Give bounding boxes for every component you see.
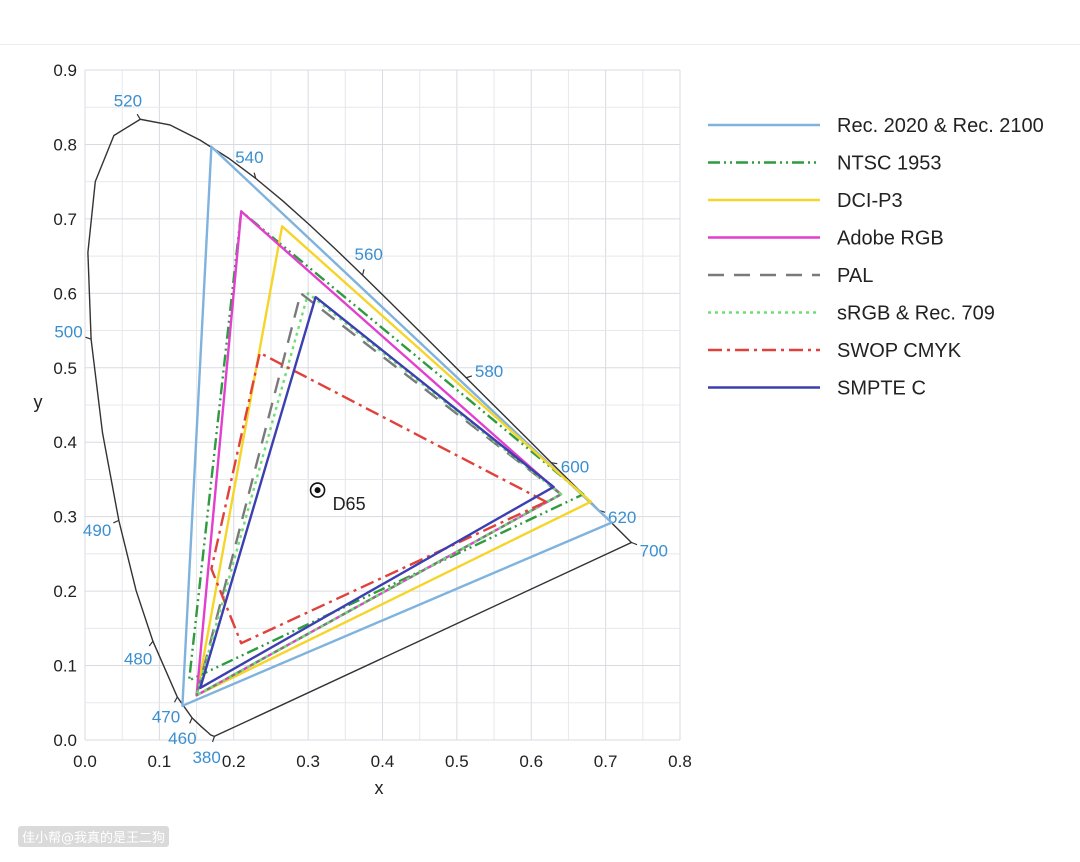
y-tick-label: 0.3 <box>53 508 77 527</box>
wavelength-tick <box>148 640 154 647</box>
legend-label: Adobe RGB <box>837 228 944 250</box>
gamut-dci-p3 <box>195 225 592 697</box>
wavelength-label: 560 <box>355 245 383 264</box>
y-tick-label: 0.2 <box>53 582 77 601</box>
y-tick-label: 0.7 <box>53 210 77 229</box>
y-tick-label: 0.1 <box>53 657 77 676</box>
wavelength-label: 520 <box>114 91 142 110</box>
legend-label: SMPTE C <box>837 378 926 400</box>
x-tick-label: 0.1 <box>148 752 172 771</box>
white-point: D65 <box>309 482 366 514</box>
x-tick-label: 0.0 <box>73 752 97 771</box>
wavelength-tick <box>173 696 178 703</box>
wavelength-label: 500 <box>54 323 82 342</box>
gamut-srgb-rec-709 <box>195 292 563 697</box>
x-tick-label: 0.7 <box>594 752 618 771</box>
axes: 0.0 0.1 0.2 0.3 0.4 0.5 0.6 0.7 0.8 0.0 0.1 0.2 0.3 0… <box>53 61 691 771</box>
watermark: 佳小帮@我真的是王二狗 <box>18 826 170 847</box>
y-tick-label: 0.6 <box>53 284 77 303</box>
wavelength-tick <box>631 541 638 546</box>
y-tick-label: 0.8 <box>53 135 77 154</box>
x-tick-label: 0.6 <box>519 752 543 771</box>
wavelength-label: 470 <box>152 707 180 726</box>
y-axis-label: y <box>34 392 43 412</box>
wavelength-tick <box>465 375 473 379</box>
wavelength-label: 620 <box>608 508 636 527</box>
grid <box>84 69 681 741</box>
spectral-locus-curve <box>87 118 633 738</box>
wavelength-tick <box>136 113 141 120</box>
gamut-adobe-rgb <box>195 210 563 697</box>
y-tick-label: 0.5 <box>53 359 77 378</box>
white-point-dot <box>314 487 321 494</box>
wavelength-tick <box>211 736 216 743</box>
wavelength-label: 380 <box>192 748 220 767</box>
x-tick-label: 0.4 <box>371 752 395 771</box>
x-tick-label: 0.2 <box>222 752 246 771</box>
wavelength-label: 580 <box>475 362 503 381</box>
gamut-ntsc-1953 <box>187 210 585 682</box>
gamut-series <box>181 145 613 707</box>
legend-label: Rec. 2020 & Rec. 2100 <box>837 115 1044 137</box>
wavelength-tick <box>361 269 365 276</box>
wavelength-label: 600 <box>561 457 589 476</box>
legend-label: sRGB & Rec. 709 <box>837 303 995 325</box>
y-tick-label: 0.0 <box>53 731 77 750</box>
gamut-rec-2020-rec-2100 <box>181 145 613 707</box>
wavelength-tick <box>85 336 92 340</box>
legend-label: SWOP CMYK <box>837 340 962 362</box>
wavelength-label: 540 <box>235 148 263 167</box>
wavelength-tick <box>113 519 120 524</box>
x-axis-label: x <box>375 778 384 798</box>
legend-label: PAL <box>837 265 873 287</box>
x-tick-label: 0.3 <box>296 752 320 771</box>
legend-label: DCI-P3 <box>837 190 903 212</box>
legend-label: NTSC 1953 <box>837 153 942 175</box>
legend: Rec. 2020 & Rec. 2100 NTSC 1953 DCI-P3 Adob… <box>708 115 1044 400</box>
white-point-label: D65 <box>333 494 366 514</box>
wavelength-tick <box>551 462 558 465</box>
x-tick-label: 0.8 <box>668 752 692 771</box>
gamut-pal <box>195 292 563 697</box>
wavelength-label: 490 <box>83 521 111 540</box>
wavelength-tick <box>253 172 257 179</box>
wavelength-label: 480 <box>124 650 152 669</box>
gamut-smpte-c <box>199 295 555 690</box>
gamut-swop-cmyk <box>210 351 547 645</box>
y-tick-label: 0.4 <box>53 433 77 452</box>
top-divider <box>0 44 1080 45</box>
wavelength-label: 700 <box>640 541 668 560</box>
y-tick-label: 0.9 <box>53 61 77 80</box>
wavelength-label: 460 <box>168 729 196 748</box>
x-tick-label: 0.5 <box>445 752 469 771</box>
wavelength-tick <box>189 717 193 724</box>
